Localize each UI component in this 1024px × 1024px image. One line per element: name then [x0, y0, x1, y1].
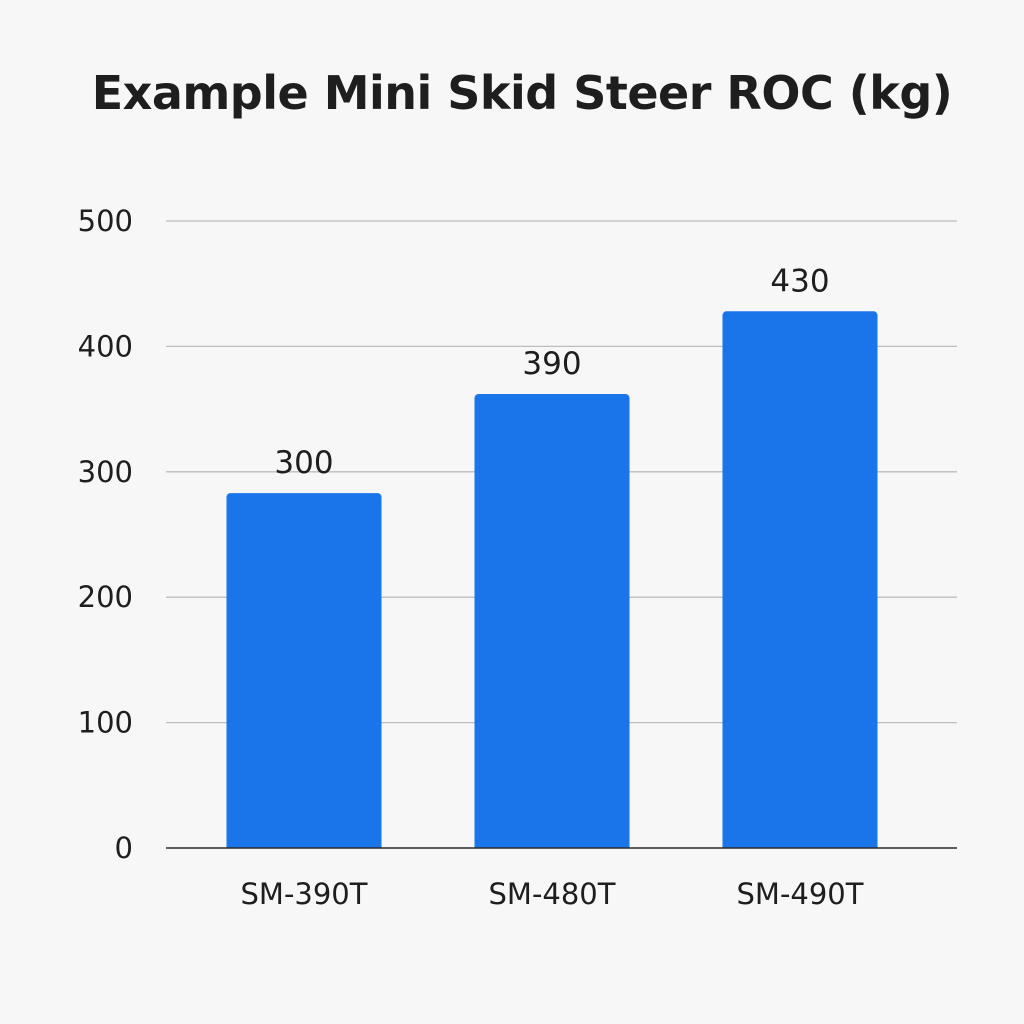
y-tick-label: 200: [78, 580, 133, 614]
bar-sm-490t: [722, 311, 878, 849]
data-labels: 300 390 430: [274, 263, 829, 481]
x-tick-label: SM-390T: [241, 877, 368, 911]
x-tick-label: SM-480T: [489, 877, 616, 911]
y-tick-label: 100: [78, 706, 133, 740]
bar-base: [722, 842, 878, 848]
y-axis-ticks: 0 100 200 300 400 500: [78, 204, 133, 865]
x-axis-ticks: SM-390T SM-480T SM-490T: [241, 877, 864, 911]
data-label: 390: [522, 346, 581, 382]
bars: [226, 311, 878, 849]
bar-base: [226, 842, 382, 848]
data-label: 430: [770, 263, 829, 299]
bar-sm-390t: [226, 493, 382, 848]
y-tick-label: 300: [78, 455, 133, 489]
chart-title: Example Mini Skid Steer ROC (kg): [91, 66, 953, 120]
bar-sm-480t: [474, 394, 630, 848]
bar-base: [474, 842, 630, 848]
data-label: 300: [274, 445, 333, 481]
y-tick-label: 400: [78, 329, 133, 363]
x-tick-label: SM-490T: [737, 877, 864, 911]
y-tick-label: 0: [115, 831, 133, 865]
y-tick-label: 500: [78, 204, 133, 238]
